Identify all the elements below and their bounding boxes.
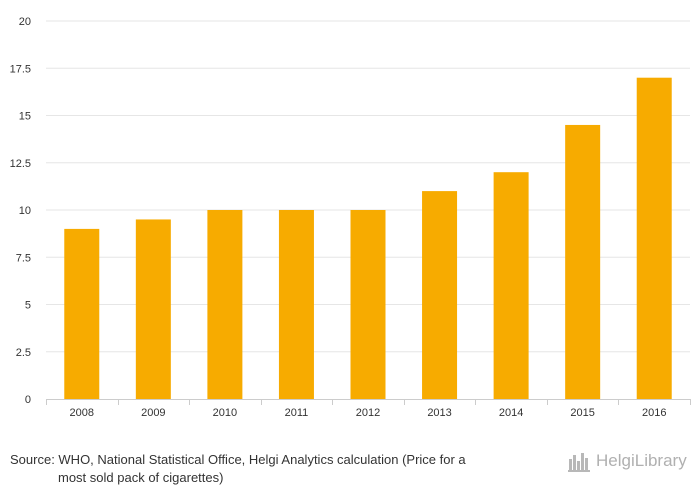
source-line-2: most sold pack of cigarettes): [58, 470, 224, 485]
x-tick-label: 2008: [70, 407, 94, 419]
y-tick-label: 12.5: [10, 158, 31, 170]
y-tick-label: 10: [19, 205, 31, 217]
y-tick-label: 5: [25, 300, 31, 312]
x-axis: [46, 399, 691, 405]
y-tick-label: 2.5: [16, 347, 31, 359]
source-line-1: Source: WHO, National Statistical Office…: [10, 452, 466, 467]
x-tick-label: 2013: [427, 407, 451, 419]
logo-text: HelgiLibrary: [596, 451, 687, 470]
y-tick-label: 7.5: [16, 252, 31, 264]
y-tick-label: 0: [25, 394, 31, 406]
bar-2011: [278, 210, 314, 399]
bar-2008: [64, 228, 100, 399]
bar-2009: [135, 219, 171, 399]
x-tick-label: 2016: [642, 407, 666, 419]
y-tick-label: 15: [19, 111, 31, 123]
y-tick-label: 20: [19, 16, 31, 28]
x-tick-label: 2010: [213, 407, 237, 419]
y-axis-tick-labels: 0 2.5 5 7.5 10 12.5 15 17.5 20: [10, 16, 31, 406]
x-tick-label: 2009: [141, 407, 165, 419]
x-tick-label: 2015: [570, 407, 594, 419]
y-tick-label: 17.5: [10, 63, 31, 75]
helgi-skyline-icon: [568, 453, 590, 472]
x-tick-label: 2014: [499, 407, 523, 419]
bar-2016: [636, 77, 672, 399]
x-axis-tick-labels: 2008 2009 2010 2011 2012 2013 2014 2015 2016: [70, 407, 667, 419]
bar-2014: [493, 172, 529, 399]
x-tick-label: 2012: [356, 407, 380, 419]
helgi-library-logo: HelgiLibrary: [568, 449, 692, 473]
x-tick-label: 2011: [285, 407, 309, 419]
bar-2015: [565, 124, 601, 399]
bar-2010: [207, 210, 243, 399]
bar-2012: [350, 210, 386, 399]
bar-2013: [422, 191, 458, 399]
bars: [64, 77, 672, 399]
source-note: Source: WHO, National Statistical Office…: [10, 451, 530, 487]
